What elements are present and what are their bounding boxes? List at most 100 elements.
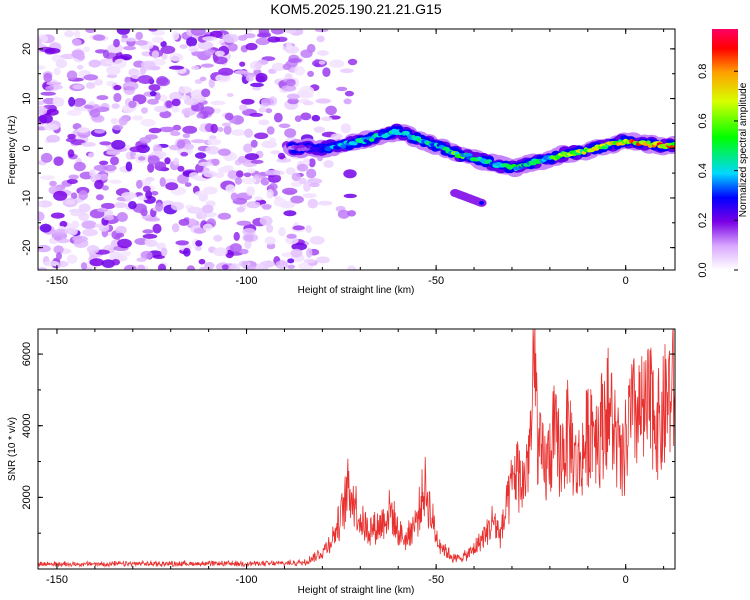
noise-blob <box>111 259 120 266</box>
snr-series-line <box>38 329 675 568</box>
noise-blob <box>266 224 274 233</box>
noise-blob <box>152 36 164 43</box>
noise-blob <box>148 29 158 32</box>
noise-blob <box>154 105 169 113</box>
signal-core <box>671 141 675 146</box>
noise-blob <box>103 214 114 221</box>
noise-blob <box>182 133 191 139</box>
noise-blob <box>223 125 232 135</box>
noise-blob <box>89 108 101 118</box>
noise-blob <box>73 161 86 172</box>
noise-blob <box>159 177 166 187</box>
noise-blob <box>343 193 357 199</box>
noise-blob <box>204 261 215 270</box>
noise-blob <box>160 247 168 257</box>
noise-blob <box>151 191 159 196</box>
colorbar-gradient <box>712 29 738 270</box>
noise-blob <box>227 170 238 179</box>
noise-blob <box>72 235 88 243</box>
noise-blob <box>303 181 311 192</box>
noise-blob <box>281 85 297 92</box>
noise-blob <box>169 53 184 62</box>
noise-blob <box>56 252 62 260</box>
noise-blob <box>171 106 180 113</box>
noise-blob <box>316 256 330 264</box>
noise-blob <box>40 175 56 181</box>
noise-blob <box>294 66 305 76</box>
noise-blob <box>46 81 62 86</box>
noise-blob <box>271 62 286 72</box>
y-tick-label: -10 <box>21 190 33 206</box>
noise-blob <box>73 30 81 38</box>
noise-blob <box>343 98 352 105</box>
noise-blob <box>230 192 238 201</box>
noise-blob <box>137 75 154 84</box>
noise-blob <box>245 42 258 51</box>
noise-blob <box>66 109 82 116</box>
noise-blob <box>203 170 217 178</box>
noise-blob <box>94 179 104 190</box>
noise-blob <box>343 169 357 179</box>
noise-blob <box>257 32 271 38</box>
noise-blob <box>229 243 242 253</box>
noise-blob <box>85 82 96 89</box>
x-tick-label: -150 <box>46 574 68 586</box>
noise-blob <box>300 112 312 121</box>
colorbar-tick-label: 0.0 <box>697 262 709 277</box>
noise-blob <box>38 101 45 106</box>
noise-blob <box>43 123 60 131</box>
noise-blob <box>244 240 252 249</box>
noise-blob <box>254 196 263 201</box>
noise-blob <box>298 177 307 185</box>
noise-blob <box>103 164 117 172</box>
x-tick-label: -150 <box>46 275 68 287</box>
signal-core <box>351 141 358 146</box>
noise-blob <box>145 190 153 200</box>
colorbar-tick-label: 0.4 <box>697 163 709 178</box>
noise-blob <box>106 74 118 79</box>
noise-blob <box>245 75 254 82</box>
noise-blob <box>80 127 90 133</box>
noise-blob <box>248 168 256 174</box>
noise-blob <box>169 91 183 102</box>
noise-blob <box>287 258 295 264</box>
noise-blob <box>213 56 228 65</box>
noise-blob <box>249 112 263 117</box>
noise-blob <box>238 260 251 268</box>
noise-blob <box>53 245 64 254</box>
noise-blob <box>215 73 232 83</box>
noise-blob <box>202 223 213 231</box>
noise-blob <box>115 225 127 235</box>
noise-blob <box>39 223 52 233</box>
noise-blob <box>320 116 333 122</box>
noise-blob <box>114 58 127 69</box>
noise-blob <box>129 146 144 153</box>
noise-blob <box>67 133 76 139</box>
spectrogram-signal-layer <box>283 123 675 207</box>
noise-blob <box>213 234 223 242</box>
noise-blob <box>92 34 106 41</box>
y-tick-label: 4000 <box>21 413 33 437</box>
noise-blob <box>282 187 298 195</box>
noise-blob <box>340 68 354 74</box>
noise-blob <box>152 255 165 259</box>
noise-blob <box>179 44 188 49</box>
noise-blob <box>234 177 243 185</box>
noise-blob <box>254 61 262 70</box>
noise-blob <box>82 228 98 237</box>
noise-blob <box>109 251 124 261</box>
noise-blob <box>66 178 78 185</box>
noise-blob <box>147 98 159 105</box>
noise-blob <box>53 67 61 76</box>
noise-blob <box>137 264 146 270</box>
noise-blob <box>53 156 64 166</box>
noise-blob <box>292 225 305 231</box>
noise-blob <box>53 96 60 105</box>
chart-title: KOM5.2025.190.21.21.G15 <box>270 1 441 17</box>
noise-blob <box>315 29 329 33</box>
noise-blob <box>112 124 124 131</box>
noise-blob <box>121 192 137 199</box>
spectrogram-y-axis-label: Frequency (Hz) <box>7 116 18 185</box>
noise-blob <box>180 151 189 157</box>
noise-blob <box>244 153 260 161</box>
